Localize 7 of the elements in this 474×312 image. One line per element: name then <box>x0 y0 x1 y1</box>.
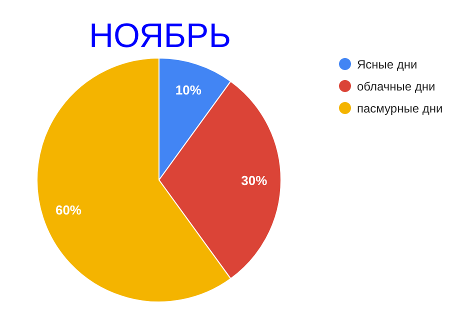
legend-label: облачные дни <box>357 80 436 94</box>
legend-label: Ясные дни <box>357 58 418 72</box>
chart-title: НОЯБРЬ <box>88 17 232 55</box>
data-label: 60% <box>55 202 82 218</box>
data-label: 30% <box>241 173 268 188</box>
data-label: 10% <box>175 82 202 98</box>
legend-label: пасмурные дни <box>357 102 443 116</box>
